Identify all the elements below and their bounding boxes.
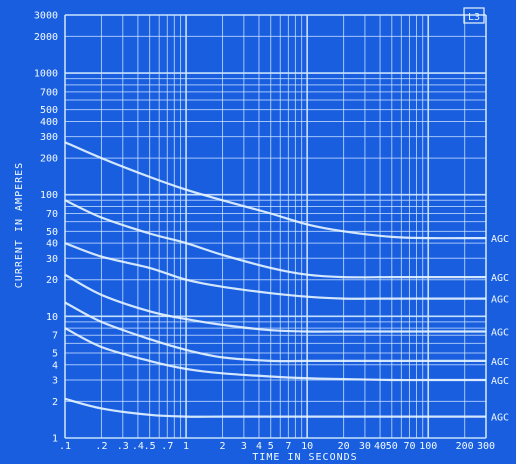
curve-line bbox=[64, 242, 486, 300]
y-tick-label: 30 bbox=[46, 254, 58, 265]
y-tick-label: 40 bbox=[46, 239, 58, 250]
x-tick-label: 200 bbox=[456, 441, 474, 452]
y-tick-label: 20 bbox=[46, 275, 58, 286]
y-tick-label: 2 bbox=[52, 397, 58, 408]
x-tick-label: .4 bbox=[132, 441, 144, 452]
x-tick-label: 300 bbox=[477, 441, 495, 452]
y-tick-label: 70 bbox=[46, 209, 58, 220]
curve-line bbox=[64, 141, 487, 240]
y-axis-title: CURRENT IN AMPERES bbox=[14, 162, 25, 288]
curve-line bbox=[64, 199, 486, 279]
y-tick-label: 5 bbox=[52, 348, 58, 359]
x-tick-label: .7 bbox=[161, 441, 173, 452]
x-tick-label: 10 bbox=[301, 441, 313, 452]
x-tick-label: .2 bbox=[95, 441, 107, 452]
series-label: AGC bbox=[491, 234, 509, 245]
series-label: AGC bbox=[491, 413, 509, 424]
corner-label-box bbox=[463, 7, 485, 24]
x-tick-label: 7 bbox=[285, 441, 291, 452]
curve-line bbox=[64, 327, 486, 382]
y-tick-label: 400 bbox=[40, 117, 58, 128]
y-tick-label: 10 bbox=[46, 312, 58, 323]
y-tick-label: 700 bbox=[40, 87, 58, 98]
chart-curves bbox=[64, 141, 487, 418]
x-axis-ticks: .1 .2 .3.4.5 .7 1 2 3 4 5 7 10 20 30 40 50 70 100 200 300 bbox=[59, 441, 495, 452]
y-tick-label: 7 bbox=[52, 331, 58, 342]
x-tick-label: 20 bbox=[338, 441, 350, 452]
x-tick-label: .5 bbox=[144, 441, 156, 452]
x-tick-label: 1 bbox=[183, 441, 189, 452]
x-tick-label: 2 bbox=[220, 441, 226, 452]
x-tick-label: 5 bbox=[268, 441, 274, 452]
chart-grid bbox=[64, 14, 487, 439]
y-tick-label: 300 bbox=[40, 132, 58, 143]
series-label: AGC bbox=[491, 357, 509, 368]
y-tick-label: 1000 bbox=[34, 69, 58, 80]
x-tick-label: 3 bbox=[241, 441, 247, 452]
x-tick-label: 30 bbox=[359, 441, 371, 452]
series-label: AGC bbox=[491, 273, 509, 284]
corner-label: L3 bbox=[463, 7, 485, 24]
y-tick-label: 3000 bbox=[34, 11, 58, 22]
x-tick-label: .1 bbox=[59, 441, 71, 452]
y-tick-label: 100 bbox=[40, 190, 58, 201]
x-tick-label: .3 bbox=[117, 441, 129, 452]
series-label: AGC bbox=[491, 376, 509, 387]
y-tick-label: 500 bbox=[40, 105, 58, 116]
curve-line bbox=[64, 301, 486, 363]
series-label: AGC bbox=[491, 328, 509, 339]
y-tick-label: 2000 bbox=[34, 32, 58, 43]
corner-label-text: L3 bbox=[468, 12, 480, 23]
x-tick-label: 70 bbox=[403, 441, 415, 452]
y-tick-label: 50 bbox=[46, 227, 58, 238]
y-tick-label: 3 bbox=[52, 375, 58, 386]
series-label: AGC bbox=[491, 295, 509, 306]
series-labels: AGC AGC AGC AGC AGC AGC AGC bbox=[491, 234, 509, 424]
x-axis-title: TIME IN SECONDS bbox=[252, 452, 357, 463]
x-tick-label: 4 bbox=[256, 441, 262, 452]
y-tick-label: 1 bbox=[52, 434, 58, 445]
y-tick-label: 200 bbox=[40, 154, 58, 165]
curve-line bbox=[64, 397, 486, 418]
x-tick-label: 100 bbox=[419, 441, 437, 452]
curve-line bbox=[64, 273, 486, 333]
x-tick-label: 40 bbox=[374, 441, 386, 452]
x-tick-label: 50 bbox=[386, 441, 398, 452]
y-tick-label: 4 bbox=[52, 360, 58, 371]
